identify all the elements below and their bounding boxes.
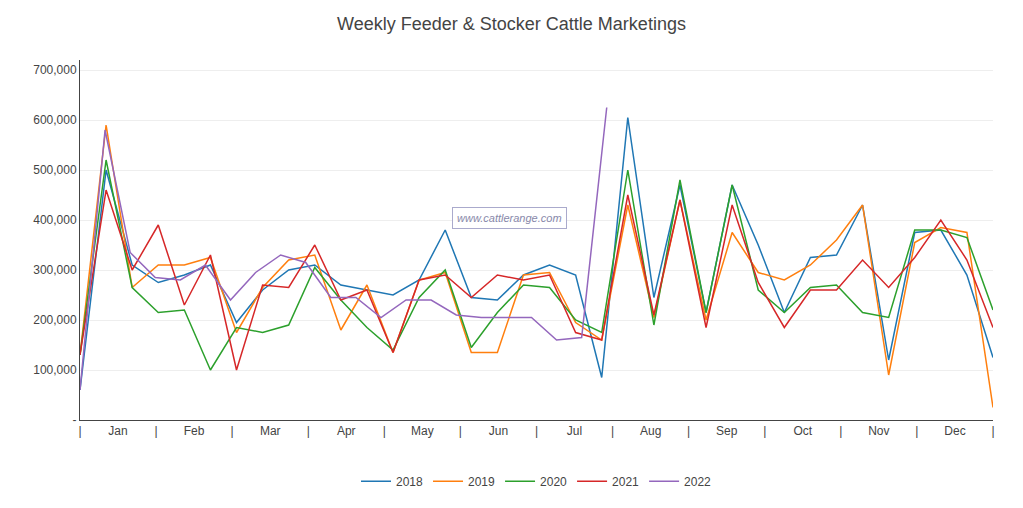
svg-text:Oct: Oct [793, 424, 812, 438]
svg-text:2019: 2019 [468, 475, 495, 489]
svg-text:|: | [155, 424, 158, 438]
svg-text:-: - [73, 413, 77, 427]
svg-text:2020: 2020 [540, 475, 567, 489]
svg-text:|: | [687, 424, 690, 438]
svg-text:Jun: Jun [489, 424, 508, 438]
svg-text:Weekly Feeder & Stocker Cattle: Weekly Feeder & Stocker Cattle Marketing… [337, 14, 686, 34]
svg-text:600,000: 600,000 [33, 113, 77, 127]
svg-text:|: | [535, 424, 538, 438]
svg-text:400,000: 400,000 [33, 213, 77, 227]
svg-text:Aug: Aug [640, 424, 661, 438]
svg-text:|: | [307, 424, 310, 438]
svg-text:Jul: Jul [567, 424, 582, 438]
svg-text:Dec: Dec [944, 424, 965, 438]
svg-text:500,000: 500,000 [33, 163, 77, 177]
svg-text:2022: 2022 [684, 475, 711, 489]
svg-text:700,000: 700,000 [33, 63, 77, 77]
svg-text:300,000: 300,000 [33, 263, 77, 277]
svg-text:2018: 2018 [396, 475, 423, 489]
svg-text:Jan: Jan [108, 424, 127, 438]
svg-text:Sep: Sep [716, 424, 738, 438]
svg-text:|: | [991, 424, 994, 438]
svg-text:May: May [411, 424, 434, 438]
svg-text:|: | [231, 424, 234, 438]
svg-text:Mar: Mar [260, 424, 281, 438]
svg-text:|: | [611, 424, 614, 438]
svg-text:|: | [383, 424, 386, 438]
svg-text:|: | [915, 424, 918, 438]
svg-text:200,000: 200,000 [33, 313, 77, 327]
svg-text:www.cattlerange.com: www.cattlerange.com [457, 212, 562, 224]
svg-text:|: | [839, 424, 842, 438]
svg-text:100,000: 100,000 [33, 363, 77, 377]
svg-text:2021: 2021 [612, 475, 639, 489]
svg-text:|: | [459, 424, 462, 438]
svg-text:|: | [763, 424, 766, 438]
svg-text:|: | [78, 424, 81, 438]
svg-text:Nov: Nov [868, 424, 889, 438]
svg-text:Apr: Apr [337, 424, 356, 438]
svg-text:Feb: Feb [184, 424, 205, 438]
